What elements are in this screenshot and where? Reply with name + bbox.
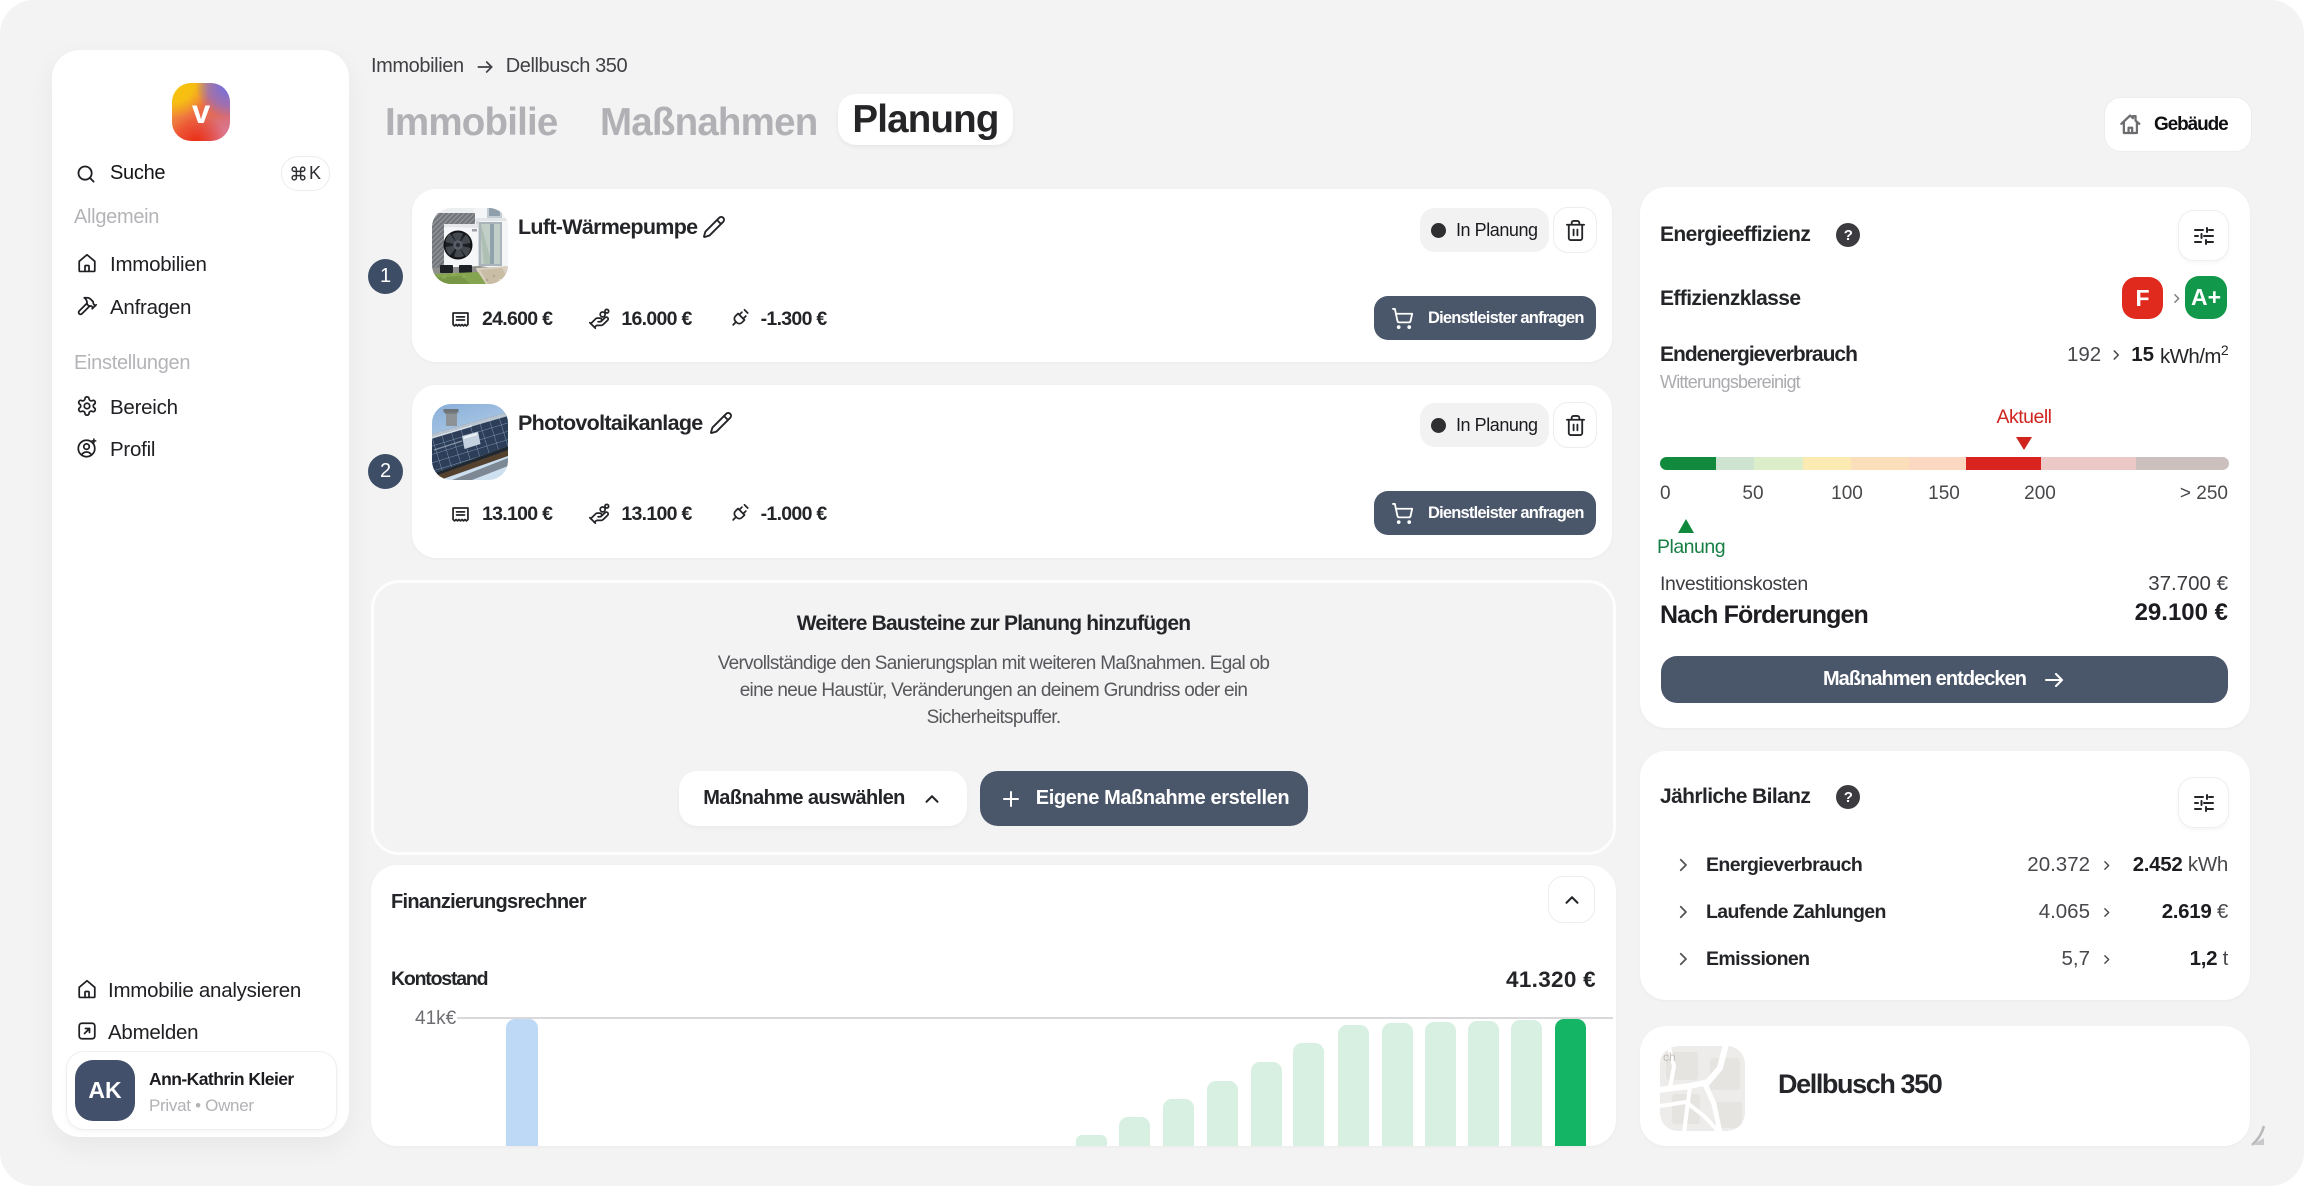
svg-text:ch: ch [1663,1050,1676,1064]
